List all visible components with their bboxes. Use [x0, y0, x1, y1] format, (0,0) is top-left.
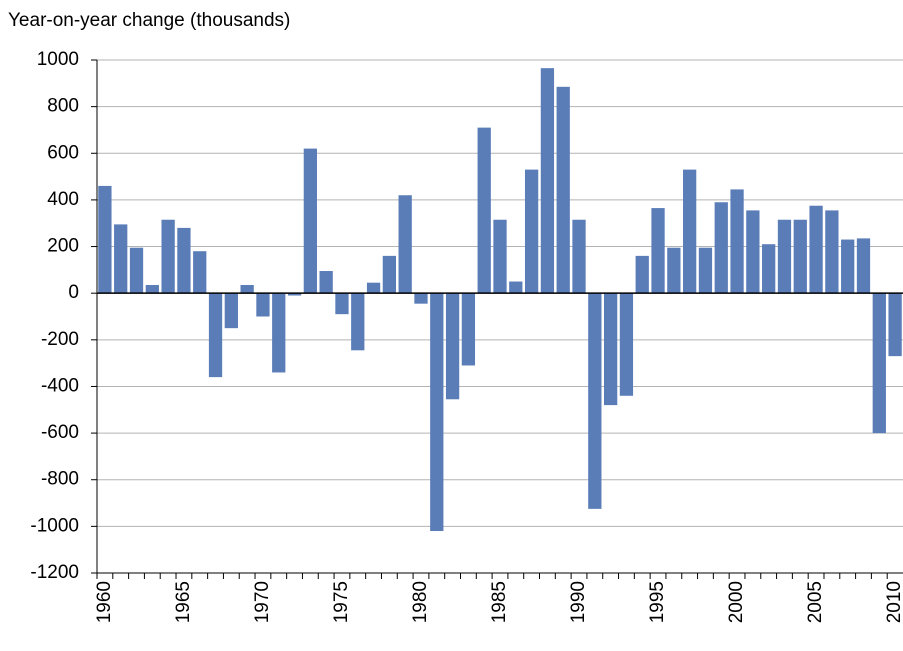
y-tick-label: 200	[47, 236, 79, 257]
bar	[825, 210, 839, 294]
x-tick-label: 2005	[805, 581, 826, 623]
y-tick-label: 800	[47, 96, 79, 117]
y-tick-label: -200	[41, 329, 79, 350]
x-tick-label: 1975	[331, 581, 352, 623]
bar	[382, 255, 397, 294]
bar	[540, 68, 555, 294]
bar	[272, 293, 286, 373]
bar	[208, 293, 223, 378]
bar	[714, 202, 728, 294]
bar	[635, 255, 649, 294]
bar	[145, 285, 159, 294]
bar	[319, 271, 333, 294]
x-tick-label: 1985	[489, 581, 510, 623]
bar	[445, 293, 460, 400]
bar	[509, 281, 523, 294]
bar	[888, 293, 902, 357]
y-tick-label: 1000	[37, 49, 79, 70]
bar	[224, 293, 238, 329]
y-tick-label: 0	[68, 282, 79, 303]
x-tick-label: 2010	[884, 581, 903, 623]
bar	[603, 293, 618, 406]
bar	[809, 205, 823, 294]
bar	[572, 219, 586, 294]
y-tick-label: -1000	[30, 515, 79, 536]
bar	[841, 239, 855, 294]
bar	[129, 247, 144, 294]
y-tick-label: -400	[41, 375, 79, 396]
bar	[524, 169, 539, 294]
bar	[351, 293, 365, 351]
bar	[414, 293, 428, 304]
chart-title: Year-on-year change (thousands)	[8, 10, 290, 31]
bar	[588, 293, 602, 509]
x-tick-label: 1965	[173, 581, 194, 623]
x-tick-label: 2000	[726, 581, 747, 623]
bar	[762, 244, 776, 294]
y-tick-label: -600	[41, 422, 79, 443]
bar	[651, 208, 665, 294]
bar	[872, 293, 886, 434]
bar	[303, 148, 317, 294]
bar	[398, 195, 412, 294]
bar	[793, 219, 807, 294]
bar	[493, 219, 507, 294]
bar	[777, 219, 792, 294]
bar	[430, 293, 444, 532]
x-tick-label: 1990	[568, 581, 589, 623]
bar	[619, 293, 634, 396]
x-tick-label: 1980	[410, 581, 431, 623]
bar	[287, 293, 302, 296]
bar	[667, 247, 681, 294]
x-tick-label: 1995	[647, 581, 668, 623]
bar	[746, 210, 760, 294]
bar	[366, 282, 381, 294]
bar	[256, 293, 270, 317]
bar	[856, 238, 871, 294]
y-tick-label: 600	[47, 142, 79, 163]
bar	[556, 86, 570, 294]
bar	[177, 227, 191, 294]
y-tick-label: 400	[47, 189, 79, 210]
bar	[730, 189, 744, 294]
bar	[335, 293, 349, 315]
bar	[698, 247, 713, 294]
bar	[240, 285, 254, 294]
y-tick-label: -1200	[30, 562, 79, 583]
bar	[683, 169, 697, 294]
y-tick-label: -800	[41, 469, 79, 490]
x-tick-label: 1960	[94, 581, 115, 623]
x-tick-label: 1970	[252, 581, 273, 623]
bar	[477, 127, 491, 294]
bar	[193, 251, 207, 294]
bar	[114, 224, 128, 294]
bar	[161, 219, 175, 294]
bar	[98, 185, 112, 294]
bar	[461, 293, 476, 366]
